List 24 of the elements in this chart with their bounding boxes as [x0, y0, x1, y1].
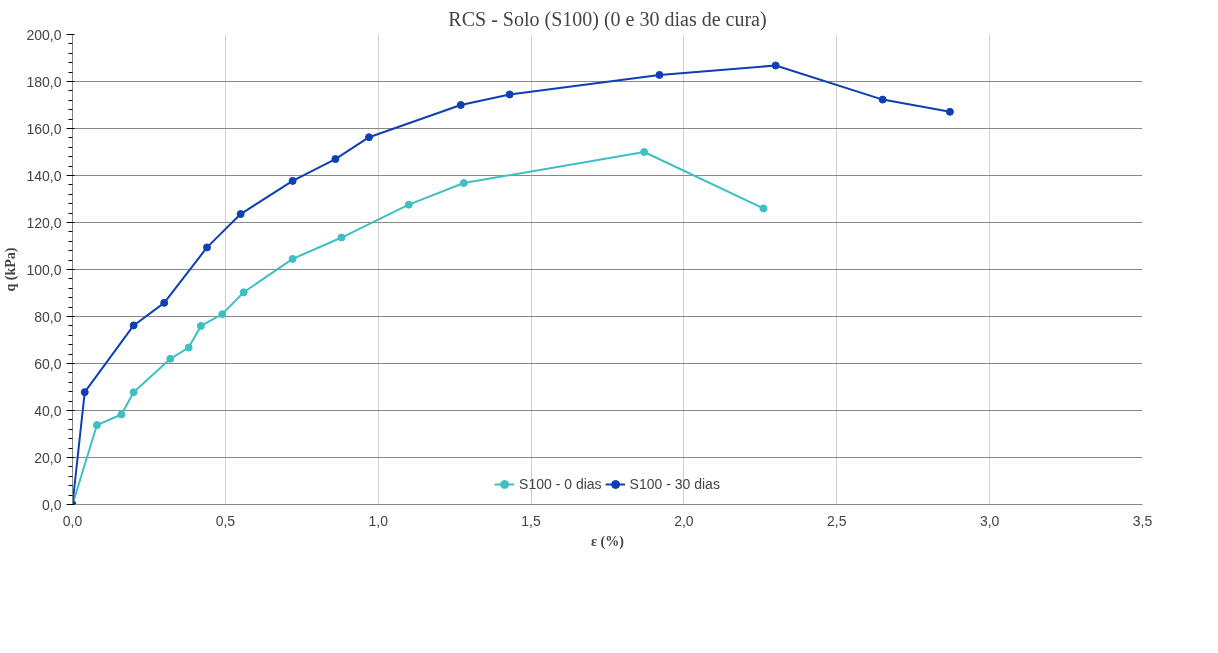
y-tick-label: 180,0: [26, 73, 62, 90]
x-tick-label: 0,5: [215, 512, 236, 529]
y-axis-title: q (kPa): [3, 247, 20, 292]
y-tick-label: 160,0: [26, 120, 62, 137]
x-tick-label: 2,0: [674, 512, 694, 529]
y-tick-label: 60,0: [34, 355, 62, 372]
x-tick-label: 3,0: [979, 512, 1000, 529]
legend-label: S100 - 30 dias: [629, 476, 720, 492]
x-tick-label: 1,5: [521, 512, 542, 529]
chart-title: RCS - Solo (S100) (0 e 30 dias de cura): [448, 7, 767, 31]
y-tick-label: 20,0: [34, 449, 62, 466]
x-tick-label: 3,5: [1132, 512, 1153, 529]
y-tick-label: 0,0: [42, 496, 62, 513]
y-tick-label: 40,0: [34, 402, 62, 419]
y-tick-label: 140,0: [26, 167, 62, 184]
x-tick-label: 0,0: [62, 512, 83, 529]
y-tick-label: 200,0: [26, 26, 62, 43]
legend-label: S100 - 0 dias: [519, 476, 602, 492]
y-tick-label: 120,0: [26, 214, 62, 231]
y-tick-label: 80,0: [34, 308, 62, 325]
y-tick-label: 100,0: [26, 261, 62, 278]
x-tick-label: 2,5: [827, 512, 847, 529]
x-tick-label: 1,0: [368, 512, 389, 529]
x-axis-title: ε (%): [591, 533, 625, 550]
